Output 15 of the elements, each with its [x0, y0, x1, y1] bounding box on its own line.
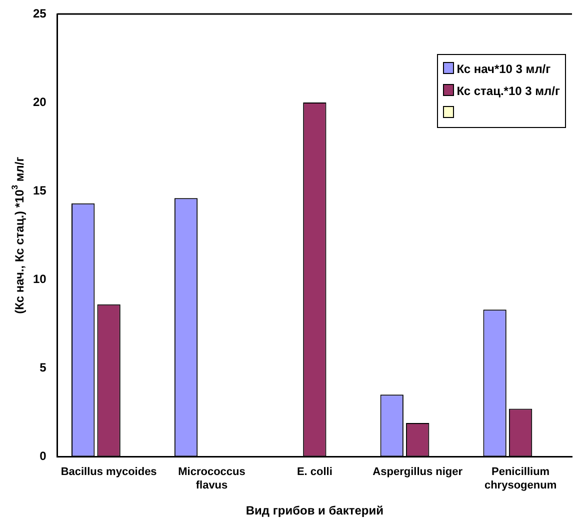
x-tick-label: Bacillus mycoides [60, 466, 157, 478]
x-tick-label: Micrococcus flavus [178, 466, 246, 492]
x-tick-label: Penicillium chrysogenum [484, 466, 557, 492]
y-tick-label: 25 [32, 6, 47, 20]
legend-label: Кс стац.*10 3 мл/г [456, 84, 560, 98]
x-tick-label: Aspergillus niger [372, 466, 464, 478]
legend-label: Кс нач*10 3 мл/г [456, 62, 551, 76]
y-tick-label: 15 [32, 183, 47, 198]
y-tick-label: 0 [40, 448, 47, 463]
y-axis-title: (Кс нач., Кс стац.) *103 мл/г [10, 156, 26, 314]
y-tick-label: 10 [32, 272, 47, 286]
x-axis-title: Вид грибов и бактерий [246, 503, 384, 518]
y-tick-label: 20 [32, 94, 47, 109]
y-tick-label: 5 [40, 360, 47, 374]
x-tick-label: E. colli [296, 466, 332, 478]
